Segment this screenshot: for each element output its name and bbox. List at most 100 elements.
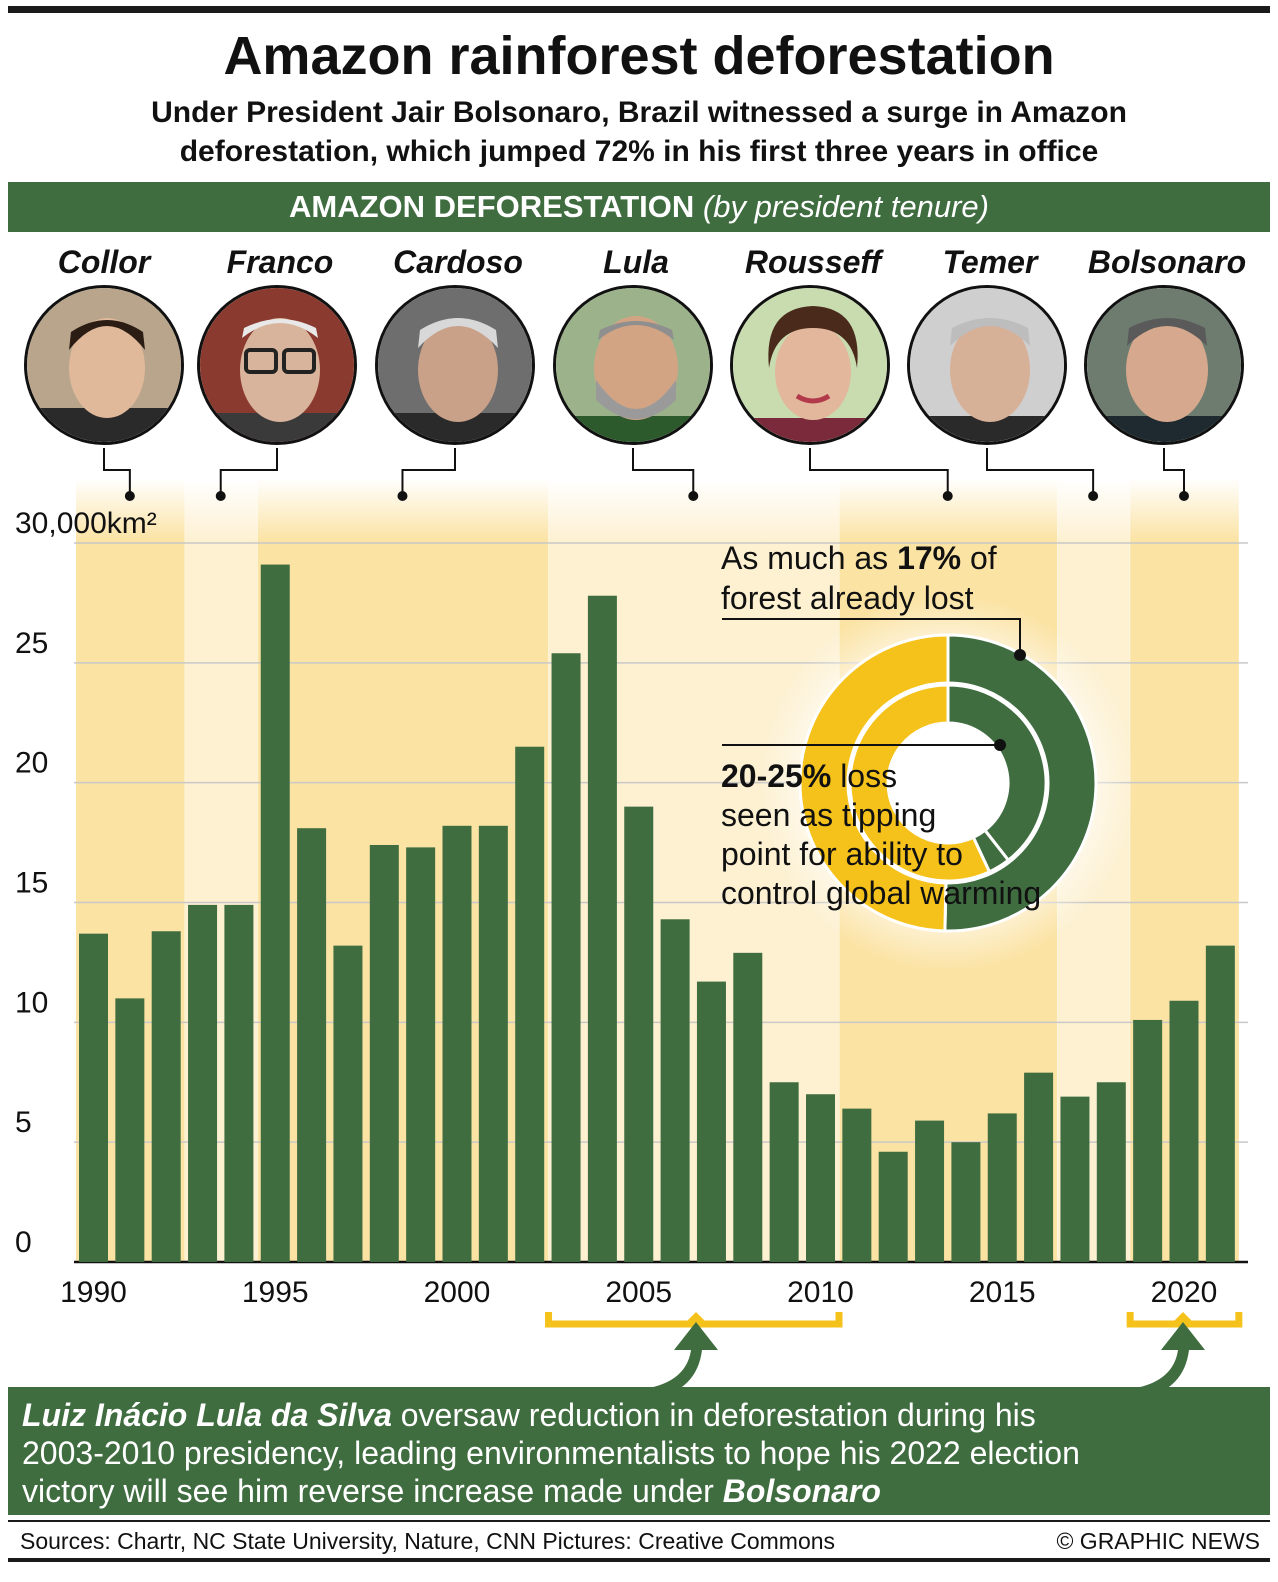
president-name-franco: Franco xyxy=(226,244,334,280)
bar-2006 xyxy=(660,919,690,1262)
president-name-rousseff: Rousseff xyxy=(744,244,882,280)
bar-2014 xyxy=(951,1142,981,1262)
y-tick-label: 30,000km² xyxy=(15,507,157,540)
annotation-top-value: 17% xyxy=(897,540,962,576)
donut-inner-tipping-low xyxy=(946,683,1048,863)
callout-text-1: oversaw reduction in deforestation durin… xyxy=(391,1397,1036,1433)
arrow-bolsonaro xyxy=(1123,1322,1205,1400)
y-tick-label: 25 xyxy=(15,627,48,660)
bar-1997 xyxy=(333,945,363,1262)
bar-2013 xyxy=(915,1120,945,1262)
bar-2007 xyxy=(696,981,726,1262)
x-tick-label: 2005 xyxy=(605,1276,672,1309)
donut-inner-remaining xyxy=(848,683,992,883)
connector-dot-lula xyxy=(688,491,699,501)
annotation-top-prefix: As much as xyxy=(721,540,898,576)
arrow-lula xyxy=(636,1322,718,1400)
portrait-collor xyxy=(24,285,184,445)
annotation-bottom-line-4: control global warming xyxy=(721,875,1042,911)
president-name-cardoso: Cardoso xyxy=(393,244,523,280)
callout-bold-end: Bolsonaro xyxy=(722,1473,881,1509)
footer-sources: Sources: Chartr, NC State University, Na… xyxy=(20,1528,836,1554)
annotation-bottom-line-3: point for ability to xyxy=(721,836,963,872)
top-rule xyxy=(8,6,1270,13)
connector-lula xyxy=(632,448,695,496)
section-banner: AMAZON DEFORESTATION (by president tenur… xyxy=(8,182,1270,232)
donut-annotation-top: As much as 17% of forest already lost xyxy=(721,538,1061,618)
bar-1991 xyxy=(115,998,145,1262)
x-tick-label: 2000 xyxy=(424,1276,491,1309)
connector-dot-franco xyxy=(215,491,226,501)
portrait-lula xyxy=(553,285,713,445)
bar-2005 xyxy=(624,806,654,1262)
x-tick-label: 1995 xyxy=(242,1276,309,1309)
president-name-lula: Lula xyxy=(603,244,669,280)
bar-2008 xyxy=(733,952,763,1262)
bar-2003 xyxy=(551,653,581,1262)
bar-1996 xyxy=(297,828,327,1262)
subtitle-line-1: Under President Jair Bolsonaro, Brazil w… xyxy=(151,96,1127,129)
bar-2012 xyxy=(878,1151,908,1262)
bar-2018 xyxy=(1096,1082,1126,1262)
annotation-bottom-suffix: loss xyxy=(831,758,898,794)
x-tick-label: 2015 xyxy=(969,1276,1036,1309)
connector-dot-collor xyxy=(124,491,135,501)
connector-collor xyxy=(103,448,131,496)
footer-credit: © GRAPHIC NEWS xyxy=(1056,1528,1260,1554)
x-tick-label: 1990 xyxy=(60,1276,127,1309)
bar-2019 xyxy=(1133,1019,1163,1262)
leader-dot-bottom xyxy=(994,739,1006,751)
bar-2016 xyxy=(1024,1072,1054,1262)
donut-outer-remaining xyxy=(798,633,950,933)
bar-2017 xyxy=(1060,1096,1090,1262)
portrait-rousseff xyxy=(730,285,890,445)
connector-franco xyxy=(219,448,278,496)
bar-2002 xyxy=(515,746,545,1262)
banner-subtitle: (by president tenure) xyxy=(702,189,989,224)
president-name-collor: Collor xyxy=(57,244,151,280)
bar-1992 xyxy=(151,931,181,1262)
bar-2021 xyxy=(1205,945,1235,1262)
bar-2000 xyxy=(442,825,472,1262)
connector-rousseff xyxy=(809,448,949,496)
x-tick-label: 2010 xyxy=(787,1276,854,1309)
bar-1995 xyxy=(260,564,290,1262)
y-tick-label: 20 xyxy=(15,747,48,780)
bracket-notch-bolsonaro xyxy=(1171,1312,1195,1324)
bar-1990 xyxy=(79,933,108,1262)
page-title: Amazon rainforest deforestation xyxy=(223,26,1055,86)
donut-outer-lost xyxy=(943,633,1098,933)
bar-2009 xyxy=(769,1082,799,1262)
connector-dot-temer xyxy=(1088,491,1099,501)
y-tick-label: 5 xyxy=(15,1106,32,1139)
annotation-bottom-line-1: 20-25% loss xyxy=(721,757,1101,796)
leader-dot-top xyxy=(1014,649,1026,661)
bar-2011 xyxy=(842,1108,872,1262)
x-tick-label: 2020 xyxy=(1151,1276,1218,1309)
callout-line-2: 2003-2010 presidency, leading environmen… xyxy=(22,1435,1080,1471)
y-tick-label: 10 xyxy=(15,986,48,1019)
callout-bold-name: Luiz Inácio Lula da Silva xyxy=(22,1397,392,1433)
annotation-bottom-value: 20-25% xyxy=(721,758,832,794)
president-name-bolsonaro: Bolsonaro xyxy=(1087,244,1247,280)
bar-2001 xyxy=(478,825,508,1262)
bar-2010 xyxy=(806,1094,835,1262)
bar-2015 xyxy=(987,1113,1017,1262)
callout-line-1: Luiz Inácio Lula da Silva oversaw reduct… xyxy=(22,1396,1258,1434)
subtitle-line-2: deforestation, which jumped 72% in his f… xyxy=(179,135,1099,168)
bar-2020 xyxy=(1169,1000,1199,1262)
bar-2004 xyxy=(587,595,617,1262)
connector-cardoso xyxy=(401,448,456,496)
footer: Sources: Chartr, NC State University, Na… xyxy=(8,1520,1270,1562)
y-tick-label: 15 xyxy=(15,867,48,900)
annotation-top-line-1: As much as 17% of xyxy=(721,538,1061,578)
president-name-temer: Temer xyxy=(942,244,1038,280)
annotation-top-line-2: forest already lost xyxy=(721,580,974,616)
leader-line-top xyxy=(722,618,1021,655)
connector-dot-rousseff xyxy=(942,491,953,501)
connector-dot-bolsonaro xyxy=(1179,491,1189,501)
callout-line-3: victory will see him reverse increase ma… xyxy=(22,1472,1258,1510)
connector-temer xyxy=(986,448,1095,496)
lula-callout: Luiz Inácio Lula da Silva oversaw reduct… xyxy=(8,1387,1270,1515)
